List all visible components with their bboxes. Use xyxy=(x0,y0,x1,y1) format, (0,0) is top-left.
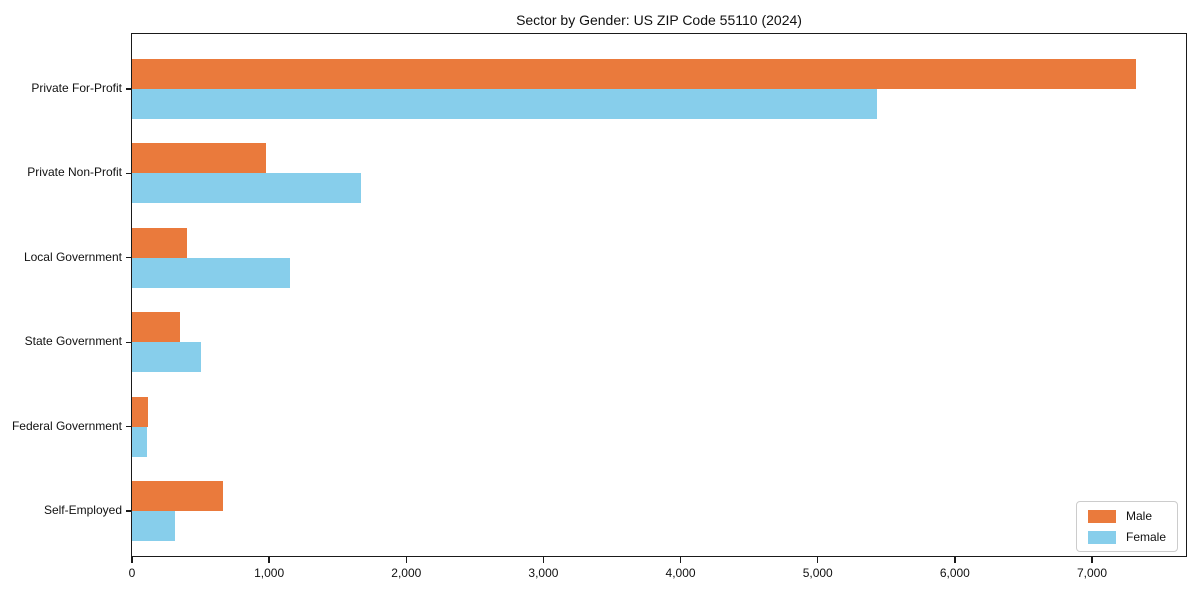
y-axis-label: Federal Government xyxy=(11,418,122,433)
bar-female-4 xyxy=(132,342,201,373)
bar-male-6 xyxy=(132,481,223,511)
plot-area: 0 1,000 2,000 3,000 4,000 5,000 6,000 7,000 Mal… xyxy=(126,33,1187,580)
y-tick-mark xyxy=(126,172,132,175)
bar-female-3 xyxy=(132,257,290,288)
bar-male-1 xyxy=(132,59,1136,89)
x-axis-label: 7,000 xyxy=(1076,566,1108,580)
legend-entry-female: Female xyxy=(1087,530,1166,544)
legend-label-male: Male xyxy=(1125,509,1152,523)
legend-entry-male: Male xyxy=(1087,509,1166,523)
y-axis-label: Private Non-Profit xyxy=(27,165,122,180)
x-axis-label: 1,000 xyxy=(254,566,285,580)
bar-male-5 xyxy=(132,396,149,427)
bar-female-1 xyxy=(132,89,877,119)
y-tick-mark xyxy=(126,88,132,90)
y-axis-label: Local Government xyxy=(23,249,122,264)
x-tick-mark xyxy=(542,556,545,563)
y-axis-label: Private For-Profit xyxy=(31,81,122,95)
y-tick-mark xyxy=(126,341,132,343)
x-tick-mark xyxy=(1091,556,1093,563)
x-axis-label: 0 xyxy=(128,566,136,580)
bar-female-6 xyxy=(132,511,175,541)
y-tick-mark xyxy=(126,425,132,428)
bar-male-4 xyxy=(132,312,180,343)
x-tick-mark xyxy=(817,556,819,563)
x-tick-mark xyxy=(405,556,407,563)
x-axis-label: 3,000 xyxy=(528,566,559,580)
legend-label-female: Female xyxy=(1125,530,1166,544)
y-tick-mark xyxy=(126,510,132,512)
x-axis-label: 2,000 xyxy=(391,566,422,580)
legend: Male Female xyxy=(1075,501,1178,552)
chart-title: Sector by Gender: US ZIP Code 55110 (202… xyxy=(516,12,802,28)
x-tick-mark xyxy=(954,556,956,563)
x-tick-mark xyxy=(679,556,682,563)
x-tick-mark xyxy=(131,556,133,563)
y-axis-label: State Government xyxy=(24,334,122,349)
y-axis-label: Self-Employed xyxy=(43,503,122,517)
x-axis-label: 6,000 xyxy=(939,566,970,580)
bar-female-5 xyxy=(132,426,148,457)
x-tick-mark xyxy=(268,556,270,563)
x-axis-label: 5,000 xyxy=(802,566,833,580)
x-axis-label: 4,000 xyxy=(665,566,696,580)
bar-male-2 xyxy=(132,143,267,174)
male-color-swatch xyxy=(1087,509,1116,523)
bar-female-2 xyxy=(132,173,362,204)
female-color-swatch xyxy=(1087,530,1116,544)
y-tick-mark xyxy=(126,257,132,259)
bar-male-3 xyxy=(132,227,187,258)
